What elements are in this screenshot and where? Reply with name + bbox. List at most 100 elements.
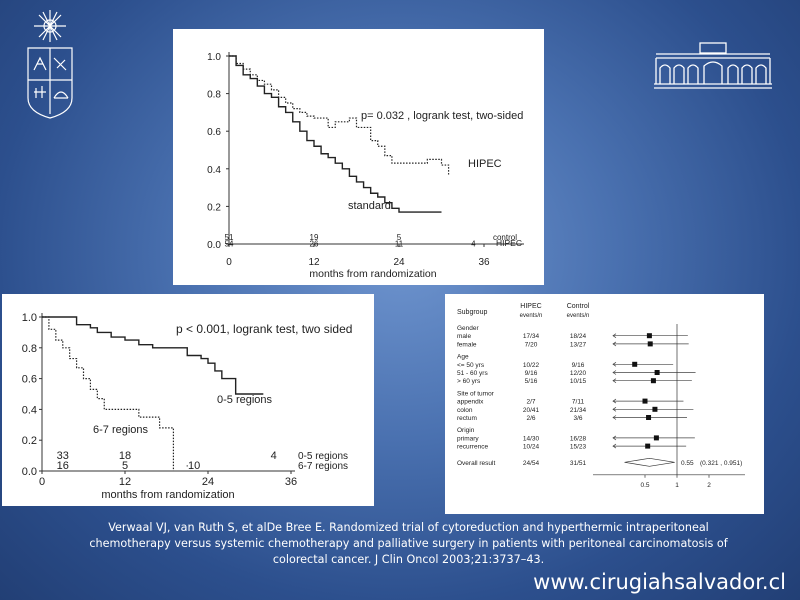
forest-header-hipec-sub: events/n [520, 313, 543, 319]
forest-row-hipec: 7/20 [525, 341, 538, 348]
c1-series-hipec [229, 55, 450, 175]
forest-row-label: appendix [457, 399, 484, 406]
c1-ytick-label: 1.0 [207, 52, 221, 63]
c2-ytick-label: 0.4 [22, 404, 37, 416]
forest-row-label: male [457, 333, 471, 340]
forest-point [647, 341, 653, 347]
forest-row-hipec: 10/24 [523, 444, 540, 451]
c2-censor-mark: · [185, 460, 189, 472]
forest-point [650, 378, 656, 384]
website-url[interactable]: www.cirugiahsalvador.cl [533, 570, 786, 594]
forest-group-label: Site of tumor [457, 390, 495, 397]
c2-xlabel: months from randomization [101, 489, 234, 501]
c2-ytick-label: 1.0 [22, 312, 37, 324]
forest-point [642, 398, 648, 404]
c2-xtick-label: 0 [39, 476, 45, 488]
forest-row-control: 3/6 [573, 415, 582, 422]
forest-tick-label: 1 [675, 482, 679, 489]
c2-label-6-7: 6-7 regions [93, 424, 149, 436]
c1-xtick-label: 12 [308, 257, 320, 268]
c2-annotation: p < 0.001, logrank test, two sided [176, 322, 352, 336]
university-crest-logo [24, 8, 76, 125]
forest-point [646, 415, 652, 420]
forest-point [653, 435, 659, 441]
km-chart-top-panel: 0.0 0.2 0.4 0.6 0.8 1.0 0 12 24 36 51 19 5 54 26 11 4 p=… [173, 29, 544, 285]
c2-atrisk-row1: 33 [57, 450, 69, 462]
forest-row-hipec: 5/16 [525, 378, 538, 385]
forest-header-control-sub: events/n [567, 313, 590, 319]
c1-label-hipec: HIPEC [468, 158, 502, 170]
forest-row-hipec: 9/16 [525, 370, 538, 377]
c1-atrisk-control-label: control [493, 233, 517, 242]
c1-atrisk-control: 51 [225, 233, 234, 242]
km-chart-top: 0.0 0.2 0.4 0.6 0.8 1.0 0 12 24 36 51 19 5 54 26 11 4 p=… [207, 52, 524, 280]
c1-atrisk-hipec: 11 [395, 240, 404, 249]
c2-ytick-label: 0.2 [22, 435, 37, 447]
forest-point [652, 406, 658, 412]
forest-row-control: 10/15 [570, 378, 587, 385]
forest-header-hipec: HIPEC [520, 303, 541, 310]
c1-ytick-label: 0.0 [207, 240, 221, 251]
forest-row-control: 9/16 [572, 362, 585, 369]
forest-overall-ci: (0.321 , 0.951) [700, 460, 742, 467]
forest-row-label: colon [457, 407, 473, 414]
forest-ci-arrow [612, 378, 617, 383]
c2-xtick-label: 36 [285, 476, 297, 488]
c2-series-6-7-regions [42, 316, 175, 471]
forest-row-label: primary [457, 435, 479, 442]
forest-ci-arrow [612, 443, 617, 449]
forest-point [646, 333, 652, 339]
forest-row-control: 16/28 [570, 435, 587, 442]
c1-ytick-label: 0.2 [207, 202, 221, 213]
forest-point [632, 361, 638, 367]
hospital-building-logo [652, 40, 774, 97]
forest-group-label: Origin [457, 427, 475, 434]
c2-atrisk-row2: 16 [57, 460, 69, 472]
c1-atrisk-hipec: 4 [471, 240, 476, 249]
forest-group-label: Age [457, 354, 469, 361]
c1-atrisk-control: 19 [310, 233, 319, 242]
c2-atrisk-row1: 18 [119, 450, 131, 462]
forest-row-control: 13/27 [570, 341, 587, 348]
c2-label-0-5: 0-5 regions [217, 394, 273, 406]
c1-xtick-label: 24 [393, 257, 405, 268]
forest-row-hipec: 20/41 [523, 407, 540, 414]
forest-ci-arrow [612, 333, 617, 338]
c2-series-0-5-regions [42, 316, 264, 395]
forest-ci-arrow [612, 362, 617, 367]
c2-atrisk-row1: 4 [271, 450, 277, 462]
forest-row-label: rectum [457, 415, 477, 422]
forest-row-label: <= 50 yrs [457, 362, 485, 369]
c1-xtick-label: 0 [226, 257, 232, 268]
forest-ci-arrow [612, 370, 617, 375]
km-chart-bottom-panel: 0.0 0.2 0.4 0.6 0.8 1.0 0 12 24 36 33 18 4 16 5 10 · p <… [2, 294, 374, 506]
forest-overall-diamond [624, 457, 675, 467]
c2-atrisk-row2: 10 [188, 460, 200, 472]
c1-atrisk-hipec: 54 [225, 240, 234, 249]
forest-plot-panel: Subgroup HIPEC events/n Control events/n… [445, 294, 764, 514]
c2-xtick-label: 24 [202, 476, 214, 488]
forest-ci-arrow [612, 435, 617, 441]
forest-header-subgroup: Subgroup [457, 309, 487, 316]
forest-row-hipec: 14/30 [523, 435, 540, 442]
forest-row-hipec: 10/22 [523, 362, 540, 369]
c2-atrisk-row2-label: 6-7 regions [298, 461, 348, 472]
c2-ytick-label: 0.8 [22, 343, 37, 355]
forest-row-label: recurrence [457, 444, 488, 451]
forest-overall-label: Overall result [457, 460, 495, 467]
forest-overall-control: 31/51 [570, 460, 587, 467]
c1-atrisk-hipec-label: HIPEC [496, 238, 522, 248]
forest-point [645, 443, 651, 449]
forest-row-hipec: 2/6 [526, 415, 535, 422]
c1-atrisk-control: 5 [397, 233, 402, 242]
c1-ytick-label: 0.8 [207, 90, 221, 101]
c1-ytick-label: 0.6 [207, 127, 221, 138]
forest-group-label: Gender [457, 325, 480, 332]
forest-ci-arrow [612, 407, 617, 412]
forest-overall-hr: 0.55 [681, 460, 694, 467]
forest-row-label: female [457, 341, 477, 348]
forest-point [654, 370, 660, 375]
forest-row-hipec: 2/7 [526, 399, 535, 406]
forest-ci-arrow [612, 398, 617, 404]
forest-header-control: Control [567, 303, 590, 310]
